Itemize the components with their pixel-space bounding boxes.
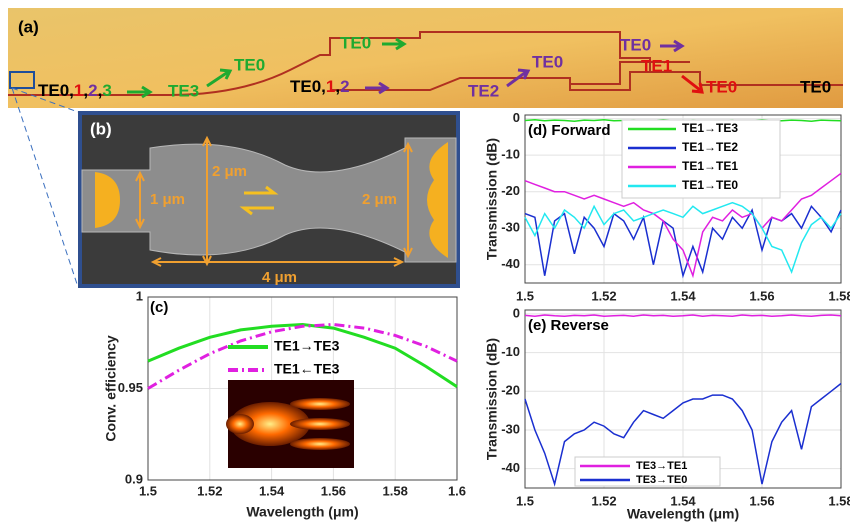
y-axis-label: Transmission (dB) xyxy=(484,338,500,460)
mode-label: TE0,1,2,3 xyxy=(38,81,112,100)
mode: 3 xyxy=(102,81,111,100)
panel-label: (b) xyxy=(90,119,112,138)
mode-label: TE0 xyxy=(532,52,563,71)
y-tick-label: -40 xyxy=(501,460,520,475)
mode-label: TE1 xyxy=(641,56,672,75)
x-tick-label: 1.58 xyxy=(828,288,850,303)
x-tick-label: 1.52 xyxy=(591,493,616,508)
mode-label: TE0 xyxy=(234,55,265,74)
legend-label: TE3→TE1 xyxy=(636,460,687,472)
x-tick-label: 1.54 xyxy=(259,483,285,498)
x-tick-label: 1.5 xyxy=(516,288,534,303)
legend-label: TE1→TE2 xyxy=(682,140,738,154)
y-tick-label: 1 xyxy=(136,288,143,303)
field-lobe xyxy=(290,418,350,430)
x-tick-label: 1.58 xyxy=(828,493,850,508)
x-tick-label: 1.56 xyxy=(749,288,774,303)
mode-label: TE0 xyxy=(800,77,831,96)
y-tick-label: 0 xyxy=(513,110,520,125)
field-inset xyxy=(226,380,354,468)
x-axis-label: Wavelength (μm) xyxy=(246,504,358,520)
mode: TE0, xyxy=(38,81,74,100)
panel-label: (a) xyxy=(18,17,39,36)
mode-label: TE0 xyxy=(620,35,651,54)
mode-label: TE0 xyxy=(706,77,737,96)
y-tick-label: 0.95 xyxy=(118,380,143,395)
y-tick-label: -30 xyxy=(501,421,520,436)
y-axis-label: Transmission (dB) xyxy=(484,138,500,260)
legend-label: TE1→TE1 xyxy=(682,159,738,173)
mode: 1 xyxy=(326,77,335,96)
x-tick-label: 1.52 xyxy=(197,483,222,498)
x-tick-label: 1.54 xyxy=(670,288,696,303)
y-tick-label: -20 xyxy=(501,183,520,198)
legend-label: TE3→TE0 xyxy=(636,474,687,486)
panel-title: (e) Reverse xyxy=(528,317,609,334)
x-tick-label: 1.56 xyxy=(749,493,774,508)
y-axis-label: Conv. efficiency xyxy=(103,335,119,442)
dimension-label: 2 μm xyxy=(212,163,247,180)
x-tick-label: 1.5 xyxy=(139,483,157,498)
mode: 2 xyxy=(340,77,349,96)
y-tick-label: -10 xyxy=(501,344,520,359)
x-tick-label: 1.5 xyxy=(516,493,534,508)
legend-label: TE1←TE3 xyxy=(274,361,340,377)
dimension-label: 1 μm xyxy=(150,191,185,208)
legend-label: TE1→TE3 xyxy=(682,121,738,135)
mode-label: TE2 xyxy=(468,81,499,100)
mode: 2 xyxy=(88,81,97,100)
x-axis-label: Wavelength (μm) xyxy=(627,506,739,522)
field-lobe xyxy=(290,398,350,410)
mode: TE0, xyxy=(290,77,326,96)
y-tick-label: -30 xyxy=(501,220,520,235)
mode-label: TE0 xyxy=(340,33,371,52)
dimension-label: 4 μm xyxy=(262,269,297,286)
field-lobe xyxy=(226,414,254,434)
mode: 1 xyxy=(74,81,83,100)
panel-b: (b) 1 μm 2 μm 2 μm 4 μm xyxy=(80,113,458,286)
legend-label: TE1→TE0 xyxy=(682,178,738,192)
field-lobe xyxy=(290,438,350,450)
mode-label: TE0,1,2 xyxy=(290,77,350,96)
dimension-label: 2 μm xyxy=(362,191,397,208)
legend-label: TE1→TE3 xyxy=(274,338,340,354)
figure: (a) TE0,1,2,3 TE3 TE0 TE0 TE0,1,2 TE2 TE… xyxy=(0,0,850,525)
y-tick-label: -40 xyxy=(501,256,520,271)
y-tick-label: -20 xyxy=(501,383,520,398)
mode-label: TE3 xyxy=(168,81,199,100)
panel-title: (d) Forward xyxy=(528,122,611,139)
y-tick-label: 0 xyxy=(513,305,520,320)
zoom-line xyxy=(12,88,78,287)
x-tick-label: 1.52 xyxy=(591,288,616,303)
y-tick-label: -10 xyxy=(501,147,520,162)
plot: 0-10-20-30-401.51.521.541.561.58TE3→TE1T… xyxy=(484,305,850,521)
x-tick-label: 1.58 xyxy=(383,483,408,498)
plot: 0 -10 -20 -30 -40 1.5 1.52 1.54 1.56 1.58 TE1→TE3 T… xyxy=(484,110,850,303)
panel-a: (a) TE0,1,2,3 TE3 TE0 TE0 TE0,1,2 TE2 TE… xyxy=(8,8,843,108)
x-tick-label: 1.6 xyxy=(448,483,466,498)
x-tick-label: 1.56 xyxy=(321,483,346,498)
panel-title: (c) xyxy=(150,299,168,316)
